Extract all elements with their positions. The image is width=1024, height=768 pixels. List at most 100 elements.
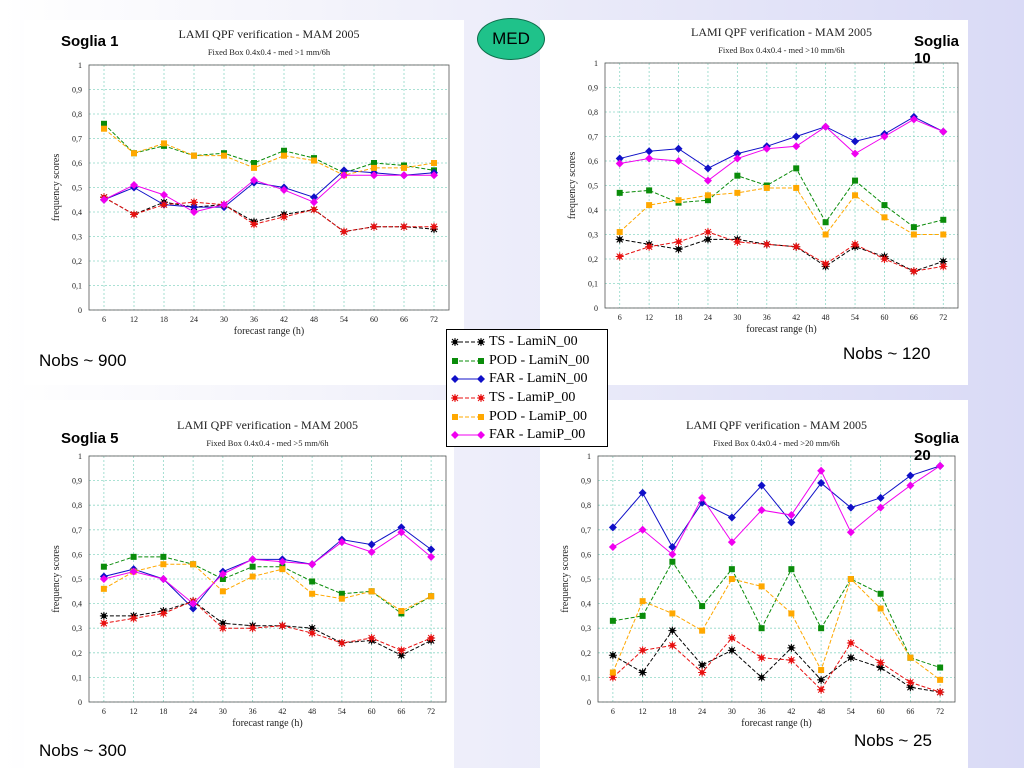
series-4: [99, 597, 436, 655]
data-point: [788, 566, 795, 573]
x-tick-label: 72: [936, 707, 944, 716]
data-point: [758, 625, 765, 632]
series-line: [103, 169, 435, 208]
data-point: [251, 164, 257, 171]
data-point: [190, 198, 198, 207]
x-tick-label: 36: [250, 315, 258, 324]
data-point-rays: [757, 673, 766, 682]
data-point: [367, 634, 376, 643]
series-line: [612, 578, 941, 681]
legend-item: POD - LamiN_00: [451, 352, 603, 371]
series-5: [100, 561, 435, 614]
data-point: [852, 177, 859, 184]
data-point: [615, 154, 624, 163]
y-tick-label: 0,1: [72, 673, 82, 682]
data-point: [189, 604, 198, 613]
y-tick-label: 1: [78, 61, 82, 70]
legend-marker-rays: [451, 338, 459, 347]
data-point: [674, 237, 683, 246]
chart-soglia-20: LAMI QPF verification - MAM 2005 Fixed Bo…: [560, 418, 956, 729]
data-point-rays: [615, 252, 624, 261]
data-point-rays: [129, 614, 138, 623]
data-point: [427, 545, 436, 554]
data-point: [400, 222, 408, 231]
chart-panel-soglia-10: LAMI QPF verification - MAM 2005 Fixed Bo…: [540, 20, 968, 385]
data-point: [368, 588, 375, 595]
x-tick-label: 60: [877, 707, 885, 716]
data-point: [699, 603, 706, 610]
data-point: [310, 198, 318, 207]
data-point-rays: [906, 678, 915, 687]
chart-panel-soglia-20: LAMI QPF verification - MAM 2005 Fixed Bo…: [540, 400, 968, 768]
data-point: [822, 219, 829, 226]
plot-area: [88, 64, 450, 311]
data-point: [793, 165, 800, 172]
series-line: [103, 128, 435, 176]
data-point: [309, 590, 316, 597]
series-6: [608, 461, 945, 559]
x-tick-label: 36: [758, 707, 766, 716]
data-point: [698, 498, 707, 507]
data-point: [792, 132, 801, 141]
data-point: [851, 240, 860, 249]
y-tick-label: 0,5: [72, 184, 82, 193]
data-point-rays: [787, 643, 796, 652]
y-tick-label: 0,1: [72, 282, 82, 291]
legend-marker: [452, 413, 458, 420]
x-tick-label: 54: [338, 707, 346, 716]
y-tick-label: 0,4: [588, 206, 598, 215]
data-point: [909, 267, 918, 276]
x-tick-label: 18: [160, 315, 168, 324]
data-point-rays: [308, 629, 317, 638]
data-point: [189, 599, 198, 608]
data-point: [668, 550, 677, 559]
y-tick-label: 0,1: [588, 280, 598, 289]
data-point: [248, 624, 257, 633]
data-point: [190, 208, 198, 216]
chart-soglia-5: LAMI QPF verification - MAM 2005 Fixed Bo…: [51, 418, 447, 729]
data-point: [877, 590, 884, 597]
series-4: [615, 228, 948, 276]
chart-title: LAMI QPF verification - MAM 2005: [686, 418, 867, 432]
data-point: [397, 528, 406, 537]
y-tick-label: 0,7: [581, 526, 591, 535]
x-tick-label: 36: [249, 707, 257, 716]
y-tick-label: 0,9: [581, 477, 591, 486]
data-point: [704, 192, 711, 199]
y-tick-label: 0,4: [581, 600, 591, 609]
legend-item: TS - LamiN_00: [451, 333, 603, 352]
data-point: [792, 242, 801, 251]
data-point-rays: [674, 245, 683, 254]
region-badge: MED: [477, 18, 545, 60]
legend-label: TS - LamiP_00: [489, 390, 576, 406]
series-line: [619, 238, 944, 272]
data-point: [703, 228, 712, 237]
nobs-label: Nobs ~ 300: [39, 741, 127, 760]
data-point: [936, 688, 945, 697]
legend-marker-rays: [477, 394, 485, 403]
data-point: [638, 646, 647, 655]
data-point: [645, 242, 654, 251]
data-point: [99, 611, 108, 620]
y-tick-label: 0,4: [72, 208, 82, 217]
legend-marker: [478, 357, 484, 364]
data-point-rays: [638, 668, 647, 677]
data-point: [249, 563, 256, 570]
series-2: [100, 553, 435, 617]
x-tick-label: 42: [787, 707, 795, 716]
y-tick-label: 0,8: [581, 501, 591, 510]
data-point-rays: [792, 242, 801, 251]
data-point: [876, 658, 885, 667]
data-point-rays: [218, 619, 227, 628]
data-point: [757, 481, 766, 490]
data-point: [129, 567, 138, 576]
legend-label: POD - LamiP_00: [489, 408, 587, 424]
data-point-rays: [733, 237, 742, 246]
data-point: [940, 216, 947, 223]
data-point: [703, 164, 712, 173]
data-point: [100, 195, 108, 204]
x-tick-label: 36: [763, 313, 771, 322]
data-point: [249, 573, 256, 580]
data-point: [787, 656, 796, 665]
data-point: [609, 669, 616, 676]
